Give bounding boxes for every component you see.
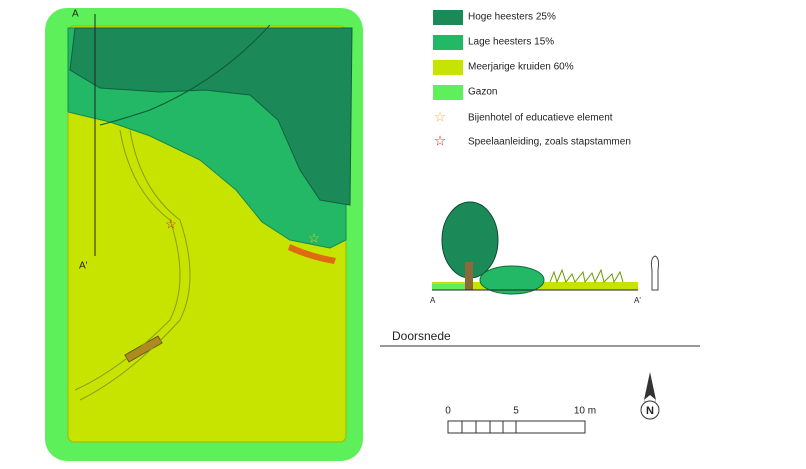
north-arrow: N (640, 372, 660, 420)
log (124, 335, 163, 363)
north-circle (640, 400, 660, 420)
scale-divisions (461, 421, 517, 433)
scale-label: 5 (513, 406, 519, 417)
section-label: A' (79, 261, 88, 272)
section-title: Doorsnede (392, 329, 451, 343)
scale-label: 10 m (574, 406, 596, 417)
herbs (549, 268, 624, 284)
site-plan: ☆ ☆ A A' (45, 8, 363, 461)
scale-label: 0 (445, 406, 451, 417)
arrow (644, 372, 656, 400)
section-label: A (430, 296, 436, 305)
cross-section: A A' Doorsnede (380, 201, 700, 347)
path (74, 129, 181, 391)
section-label: A (72, 9, 79, 20)
legend-label: Lage heesters 15% (468, 37, 554, 48)
log (288, 244, 336, 264)
legend-label: Meerjarige kruiden 60% (468, 62, 574, 73)
legend-symbol: ☆ (434, 109, 447, 125)
legend-swatch (433, 60, 463, 75)
legend-swatch (433, 85, 463, 100)
legend-label: Bijenhotel of educatieve element (468, 113, 613, 124)
scale-bar: 0 5 10 m (445, 406, 596, 434)
person (650, 255, 660, 291)
legend-swatch (433, 35, 463, 50)
shrub (479, 265, 545, 295)
path (79, 129, 191, 401)
legend: ☆ ☆ Hoge heesters 25% Lage heesters 15% … (433, 10, 631, 149)
legend-label: Gazon (468, 87, 497, 98)
path (99, 24, 271, 126)
bee-hotel-star: ☆ (308, 230, 320, 245)
north-label: N (646, 405, 654, 417)
lawn-ground (432, 284, 472, 290)
legend-swatch (433, 10, 463, 25)
legend-label: Speelaanleiding, zoals stapstammen (468, 137, 631, 148)
section-label: A' (634, 296, 641, 305)
trunk (465, 262, 473, 290)
legend-symbol: ☆ (434, 133, 447, 149)
legend-label: Hoge heesters 25% (468, 12, 556, 23)
play-star: ☆ (165, 216, 177, 231)
